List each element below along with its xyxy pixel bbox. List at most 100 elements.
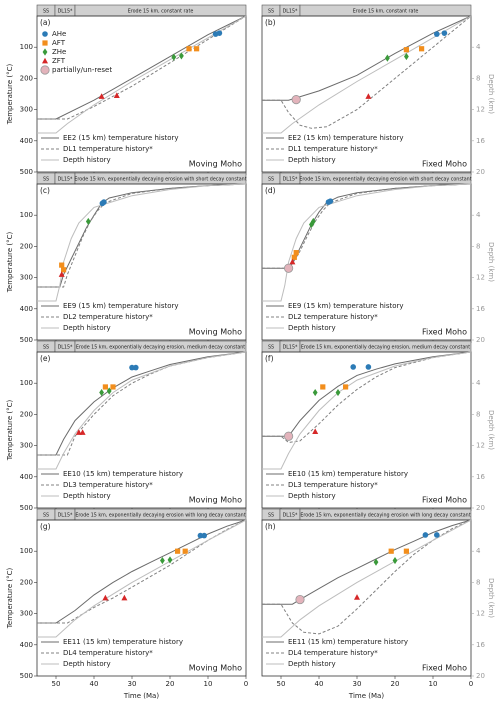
y-axis-label: Temperature (°C) xyxy=(6,64,14,126)
header-text: Erode 15 km, constant rate xyxy=(353,9,419,15)
header-text: DL15* xyxy=(58,177,73,183)
series-line xyxy=(262,15,472,101)
series-line xyxy=(37,15,247,120)
marker-diamond xyxy=(373,558,379,566)
legend-label: AHe xyxy=(52,30,66,38)
marker-square xyxy=(182,548,188,554)
marker-diamond xyxy=(310,217,316,226)
series-line xyxy=(37,351,247,456)
marker-triangle xyxy=(98,93,105,99)
marker-circle xyxy=(422,532,429,538)
marker-triangle xyxy=(102,594,109,601)
y-tick-label: 400 xyxy=(20,473,33,481)
y2-tick-label: 8 xyxy=(476,410,480,418)
y-tick-label: 200 xyxy=(20,410,33,418)
header-text: SS xyxy=(43,513,49,519)
legend-label: Depth history xyxy=(63,324,111,332)
y-tick-label: 300 xyxy=(20,442,33,450)
legend-label: EE11 (15 km) temperature history xyxy=(63,638,183,646)
header-text: Erode 15 km, exponentially decaying eros… xyxy=(301,345,470,351)
y2-tick-label: 4 xyxy=(476,43,481,51)
legend-label: EE2 (15 km) temperature history xyxy=(63,134,179,142)
panel-label: (g) xyxy=(40,522,51,531)
moho-label: Fixed Moho xyxy=(422,496,467,505)
legend-label: Depth history xyxy=(288,156,336,164)
legend-label: EE2 (15 km) temperature history xyxy=(288,134,404,142)
moho-label: Moving Moho xyxy=(189,328,242,337)
legend-label: DL3 temperature history* xyxy=(63,481,153,489)
y-tick-label: 400 xyxy=(20,137,33,145)
header-text: Erode 15 km, exponentially decaying eros… xyxy=(300,513,470,519)
moho-label: Moving Moho xyxy=(189,496,242,505)
legend-label: DL3 temperature history* xyxy=(288,481,378,489)
series-line xyxy=(37,183,247,288)
y-axis-label: Temperature (°C) xyxy=(6,232,14,294)
header-text: DL15* xyxy=(283,513,298,519)
marker-square xyxy=(61,267,67,273)
y2-tick-label: 12 xyxy=(476,610,485,618)
y-tick-label: 400 xyxy=(20,641,33,649)
series-line xyxy=(262,519,472,638)
legend-marker xyxy=(42,48,48,56)
series-line xyxy=(37,15,247,120)
y2-tick-label: 20 xyxy=(476,672,485,680)
y-tick-label: 400 xyxy=(20,305,33,313)
series-line xyxy=(262,519,472,635)
marker-square xyxy=(110,384,116,390)
series-line xyxy=(37,351,247,470)
plot-frame xyxy=(261,15,472,173)
y2-tick-label: 12 xyxy=(476,442,485,450)
marker-circle xyxy=(365,364,372,370)
legend-label: AFT xyxy=(52,39,66,47)
y2-tick-label: 8 xyxy=(476,74,480,82)
panel-label: (e) xyxy=(40,354,51,363)
y-tick-label: 300 xyxy=(20,106,33,114)
legend-label: EE9 (15 km) temperature history xyxy=(63,302,179,310)
marker-triangle xyxy=(58,271,65,277)
header-text: SS xyxy=(43,345,49,351)
marker-diamond xyxy=(179,52,184,60)
marker-square xyxy=(102,384,108,390)
series-line xyxy=(262,351,472,444)
marker-diamond xyxy=(385,54,390,62)
plot-frame xyxy=(36,351,247,509)
header-text: SS xyxy=(43,177,49,183)
legend-label: Depth history xyxy=(63,156,111,164)
x-tick-label: 40 xyxy=(315,680,324,688)
y2-axis-label: Depth (km) xyxy=(487,410,495,450)
y2-tick-label: 20 xyxy=(476,336,485,344)
marker-circle xyxy=(434,532,440,538)
marker-circle xyxy=(327,198,334,204)
marker-square xyxy=(403,548,409,554)
y-tick-label: 100 xyxy=(20,43,33,51)
marker-diamond xyxy=(106,387,112,395)
marker-diamond xyxy=(160,556,165,565)
marker-square xyxy=(291,254,297,260)
y2-tick-label: 8 xyxy=(476,242,480,250)
legend-label: EE10 (15 km) temperature history xyxy=(288,470,408,478)
y2-axis-label: Depth (km) xyxy=(487,578,495,618)
marker-square xyxy=(175,548,181,554)
legend-label: DL2 temperature history* xyxy=(288,313,378,321)
series-line xyxy=(37,519,247,624)
marker-triangle xyxy=(121,594,128,601)
header-text: DL15* xyxy=(283,345,298,351)
series-line xyxy=(262,15,472,129)
y-tick-label: 500 xyxy=(20,336,33,344)
marker-square xyxy=(59,262,65,268)
y-tick-label: 100 xyxy=(20,211,33,219)
y2-tick-label: 20 xyxy=(476,168,485,176)
marker-circle xyxy=(133,364,139,371)
marker-square xyxy=(320,384,326,390)
legend-label: partially/un-reset xyxy=(52,66,112,74)
marker-diamond xyxy=(85,217,91,226)
marker-diamond xyxy=(335,388,341,397)
moho-label: Moving Moho xyxy=(189,664,242,673)
series-line xyxy=(37,183,247,288)
marker-reset xyxy=(283,431,294,441)
legend-label: ZFT xyxy=(52,57,66,65)
header-text: Erode 15 km, exponentially decaying eros… xyxy=(75,513,245,519)
moho-label: Fixed Moho xyxy=(422,160,467,169)
y2-tick-label: 16 xyxy=(476,137,485,145)
legend-label: EE9 (15 km) temperature history xyxy=(288,302,404,310)
